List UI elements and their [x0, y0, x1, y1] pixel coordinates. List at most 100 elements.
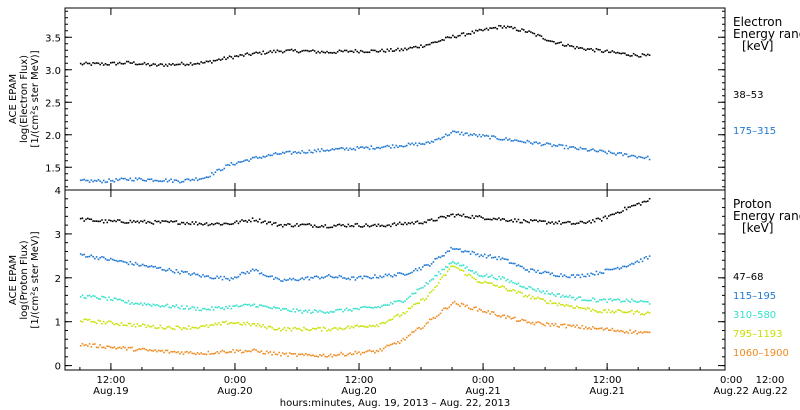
proton-point [393, 342, 396, 344]
proton-point [182, 353, 185, 355]
proton-point [466, 216, 468, 218]
proton-point [515, 220, 518, 223]
proton-point [581, 307, 584, 310]
proton-point [553, 223, 555, 225]
electron-point [554, 42, 557, 45]
proton-point [216, 350, 218, 353]
electron-point [478, 28, 481, 31]
electron-point [218, 58, 220, 61]
electron-point [278, 50, 280, 53]
electron-point [604, 50, 607, 52]
proton-point [491, 274, 493, 277]
electron-point [462, 32, 465, 34]
proton-point [507, 289, 509, 292]
electron-point [462, 134, 465, 136]
proton-point [432, 288, 435, 291]
proton-point [450, 213, 452, 216]
electron-point [602, 150, 605, 153]
electron-point [317, 50, 319, 53]
proton-point [583, 307, 585, 310]
proton-point [613, 298, 615, 301]
proton-point [489, 282, 491, 284]
proton-point [441, 276, 444, 278]
proton-point [255, 306, 257, 308]
electron-point [494, 26, 497, 29]
proton-point [101, 346, 103, 349]
proton-point [168, 325, 171, 328]
electron-point [85, 61, 87, 64]
proton-point [149, 349, 151, 351]
proton-point [544, 270, 546, 273]
proton-point [436, 315, 438, 318]
electron-point [94, 179, 96, 182]
proton-point [304, 276, 307, 279]
proton-point [636, 332, 638, 335]
proton-point [191, 352, 194, 355]
electron-point [274, 51, 277, 54]
proton-point [195, 221, 197, 223]
proton-point [262, 305, 265, 307]
proton-point [234, 305, 236, 307]
proton-point [244, 323, 247, 326]
electron-point [274, 152, 277, 154]
proton-point [375, 306, 378, 309]
proton-point [437, 256, 440, 258]
electron-point [627, 54, 630, 57]
electron-point [459, 34, 461, 37]
electron-point [414, 45, 417, 48]
proton-point [366, 326, 369, 328]
proton-point [462, 264, 465, 266]
proton-point [625, 298, 628, 301]
proton-point [363, 225, 366, 227]
electron-point [471, 134, 474, 136]
electron-point [423, 45, 426, 48]
proton-point [92, 255, 94, 258]
proton-point [122, 324, 125, 326]
proton-point [386, 274, 389, 277]
proton-point [636, 260, 638, 263]
proton-point [95, 346, 98, 349]
electron-point [540, 144, 543, 147]
proton-point [308, 278, 311, 281]
electron-point [352, 147, 355, 150]
proton-point [196, 223, 199, 226]
proton-point [352, 353, 355, 355]
proton-point [358, 351, 360, 353]
electron-point [485, 134, 488, 137]
electron-point [521, 28, 523, 30]
proton-point [492, 284, 495, 286]
proton-point [549, 222, 552, 224]
proton-point [485, 256, 488, 259]
proton-point [196, 306, 199, 309]
electron-point [583, 48, 585, 51]
proton-point [593, 309, 596, 312]
proton-point [592, 219, 594, 221]
proton-point [379, 306, 382, 309]
electron-point [597, 48, 599, 51]
proton-point [473, 217, 475, 219]
electron-point [393, 146, 396, 149]
proton-point [436, 219, 438, 222]
electron-point [168, 63, 171, 65]
electron-point [512, 140, 514, 142]
electron-point [561, 44, 564, 46]
electron-legend-entry: 175–315 [733, 126, 776, 137]
electron-point [530, 31, 532, 33]
proton-point [319, 277, 321, 280]
electron-point [269, 50, 272, 52]
proton-point [177, 271, 179, 274]
electron-point [483, 28, 486, 31]
proton-point [133, 220, 135, 222]
proton-point [623, 331, 626, 334]
electron-point [177, 63, 179, 66]
electron-point [439, 40, 442, 42]
proton-point [88, 294, 91, 297]
proton-point [166, 220, 169, 223]
electron-point [583, 148, 585, 150]
proton-point [81, 254, 84, 256]
proton-point [549, 325, 552, 327]
electron-point [551, 40, 553, 43]
proton-point [384, 273, 387, 276]
proton-point [494, 313, 497, 316]
proton-point [280, 280, 282, 282]
